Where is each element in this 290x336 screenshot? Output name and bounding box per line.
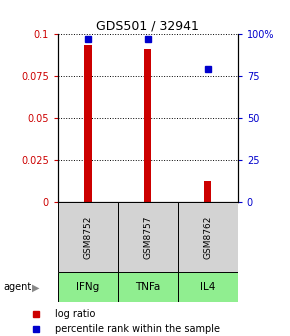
Text: GSM8757: GSM8757 [143,215,153,259]
Text: log ratio: log ratio [55,309,95,319]
Title: GDS501 / 32941: GDS501 / 32941 [97,19,199,33]
Bar [144,49,151,202]
Bar [84,45,92,202]
Text: IL4: IL4 [200,282,215,292]
Text: IFNg: IFNg [76,282,99,292]
Text: GSM8762: GSM8762 [203,215,212,259]
FancyBboxPatch shape [58,272,118,302]
FancyBboxPatch shape [178,272,238,302]
FancyBboxPatch shape [58,202,118,272]
Text: GSM8752: GSM8752 [84,215,93,259]
Text: agent: agent [3,282,31,292]
FancyBboxPatch shape [178,202,238,272]
Text: TNFa: TNFa [135,282,161,292]
FancyBboxPatch shape [118,272,178,302]
Text: percentile rank within the sample: percentile rank within the sample [55,324,220,334]
FancyBboxPatch shape [118,202,178,272]
Bar [204,181,211,202]
Text: ▶: ▶ [32,282,39,292]
